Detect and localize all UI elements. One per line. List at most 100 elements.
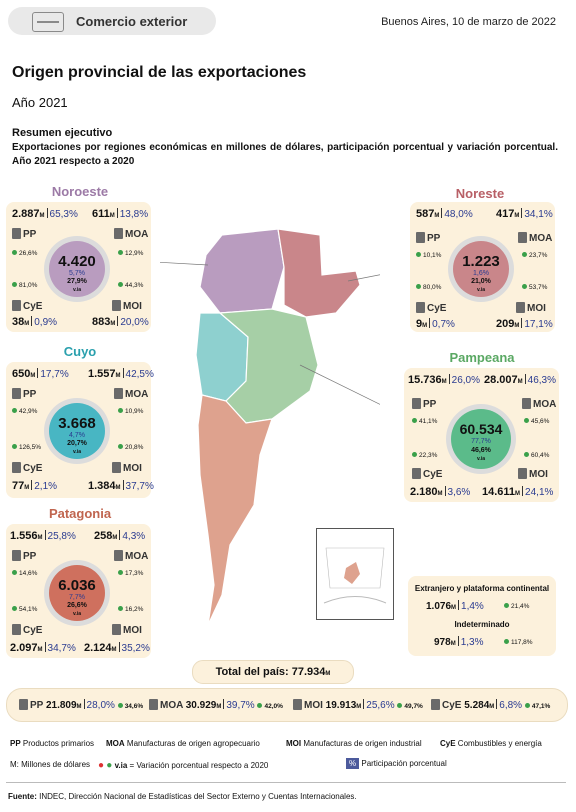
noreste-cye-label: CyE [416,302,446,314]
page-title: Origen provincial de las exportaciones [12,64,307,81]
region-card-noreste: 587M 48,0% 417M 34,1% PP MOA 10,1% 23,7% 8… [410,202,555,332]
cuyo-variation: 20,7% [67,440,87,447]
noreste-moi-value: 209M 17,1% [496,318,553,330]
source-note: Fuente: INDEC, Dirección Nacional de Est… [8,792,357,801]
noroeste-circle: 4.420 5,7% 27,9% v.ia [49,241,105,297]
moi-icon [112,300,121,311]
moi-icon [293,699,302,710]
patagonia-cye-var: 54,1% [12,606,37,613]
patagonia-share: 7,7% [69,594,85,601]
patagonia-pp-label: PP [12,550,36,562]
noroeste-moi-value: 883M 20,0% [92,316,149,328]
cuyo-moa-var: 10,9% [118,408,143,415]
pampeana-moa-value: 28.007M 46,3% [484,374,557,386]
legend-cye: CyE Combustibles y energía [440,739,542,748]
bar-moi-label: MOI [293,699,323,711]
region-card-cuyo: 650M 17,7% 1.557M 42,5% PP MOA 42,9% 10,9%… [6,362,154,498]
cuyo-pp-value: 650M 17,7% [12,368,69,380]
pampeana-moa-label: MOA [522,398,556,410]
noroeste-via: v.ia [73,287,81,293]
cye-icon [12,300,21,311]
pampeana-circle: 60.534 77,7% 46,6% v.ia [451,409,511,469]
patagonia-moi-label: MOI [112,624,142,636]
moi-icon [516,302,525,313]
cuyo-circle: 3.668 4,7% 20,7% v.ia [49,403,105,459]
noreste-total: 1.223 [462,253,500,270]
legend-pct: % Participación porcentual [346,758,447,769]
sector-totals-bar: PP 21.809M 28,0% 34,6% MOA 30.929M 39,7% 4… [6,688,568,722]
noreste-circle: 1.223 1,6% 21,0% v.ia [453,241,509,297]
noroeste-pp-value: 2.887M 65,3% [12,208,78,220]
noroeste-moi-var: 44,3% [118,282,143,289]
region-card-noroeste: 2.887M 65,3% 611M 13,8% PP MOA 26,6% 12,9%… [6,202,151,332]
argentina-map [160,228,380,626]
cye-icon [416,302,425,313]
noreste-moa-value: 417M 34,1% [496,208,553,220]
patagonia-total: 6.036 [58,577,96,594]
legend-via: ● ● v.ia = Variación porcentual respecto… [98,760,269,771]
pampeana-cye-var: 22,3% [412,452,437,459]
noroeste-share: 5,7% [69,270,85,277]
pp-icon [412,398,421,409]
bar-moa-label: MOA [149,699,183,711]
bar-pp-label: PP [19,699,43,711]
pampeana-ring: 60.534 77,7% 46,6% v.ia [446,404,516,474]
other-origins-box: Extranjero y plataforma continental 1.07… [408,576,556,656]
noreste-pp-var: 10,1% [416,252,441,259]
map-region-noreste [277,228,361,318]
patagonia-moi-var: 16,2% [118,606,143,613]
cye-icon [412,468,421,479]
legend-moi: MOI Manufacturas de origen industrial [286,739,422,748]
cye-icon [431,699,440,710]
noreste-moa-label: MOA [518,232,552,244]
patagonia-cye-label: CyE [12,624,42,636]
bar-cye: CyE 5.284M 6,8% 47,1% [431,699,550,711]
noroeste-variation: 27,9% [67,278,87,285]
patagonia-moa-var: 17,3% [118,570,143,577]
noroeste-cye-var: 81,0% [12,282,37,289]
pampeana-variation: 46,6% [471,447,491,454]
undetermined-var: 117,8% [504,639,533,646]
divider [6,782,566,783]
cuyo-moa-label: MOA [114,388,148,400]
region-name-patagonia: Patagonia [48,506,112,521]
country-total: Total del país: 77.934M [192,660,354,684]
noroeste-moa-value: 611M 13,8% [92,208,149,220]
pampeana-via: v.ia [477,456,485,462]
summary-heading: Resumen ejecutivo [12,127,113,139]
patagonia-variation: 26,6% [67,602,87,609]
noreste-pp-label: PP [416,232,440,244]
page-subtitle: Año 2021 [12,95,68,110]
cuyo-via: v.ia [73,449,81,455]
undetermined-label: Indeterminado [454,620,510,629]
noreste-ring: 1.223 1,6% 21,0% v.ia [448,236,514,302]
patagonia-pp-var: 14,6% [12,570,37,577]
noreste-moi-var: 53,7% [522,284,547,291]
map-region-noroeste [199,228,285,314]
green-dot-icon: ● [106,760,113,771]
cuyo-cye-var: 126,5% [12,444,41,451]
noroeste-pp-var: 26,6% [12,250,37,257]
region-name-noreste: Noreste [455,186,505,201]
foreign-label: Extranjero y plataforma continental [414,584,550,593]
noroeste-cye-value: 38M 0,9% [12,316,58,328]
moa-icon [522,398,531,409]
moi-icon [518,468,527,479]
noreste-moi-label: MOI [516,302,546,314]
red-dot-icon: ● [98,760,105,771]
bar-cye-label: CyE [431,699,461,711]
region-name-cuyo: Cuyo [63,344,97,359]
country-total-value: 77.934 [291,666,326,678]
legend-m: M: Millones de dólares [10,760,91,769]
pampeana-total: 60.534 [459,421,503,437]
region-name-pampeana: Pampeana [449,350,515,365]
moa-icon [149,699,158,710]
region-card-pampeana: 15.736M 26,0% 28.007M 46,3% PP MOA 41,1% 4… [404,368,559,502]
patagonia-circle: 6.036 7,7% 26,6% v.ia [49,565,105,621]
patagonia-moa-label: MOA [114,550,148,562]
cuyo-total: 3.668 [58,415,96,432]
noreste-via: v.ia [477,287,485,293]
pampeana-moa-var: 45,6% [524,418,549,425]
patagonia-cye-value: 2.097M 34,7% [10,642,76,654]
noreste-cye-value: 9M 0,7% [416,318,455,330]
